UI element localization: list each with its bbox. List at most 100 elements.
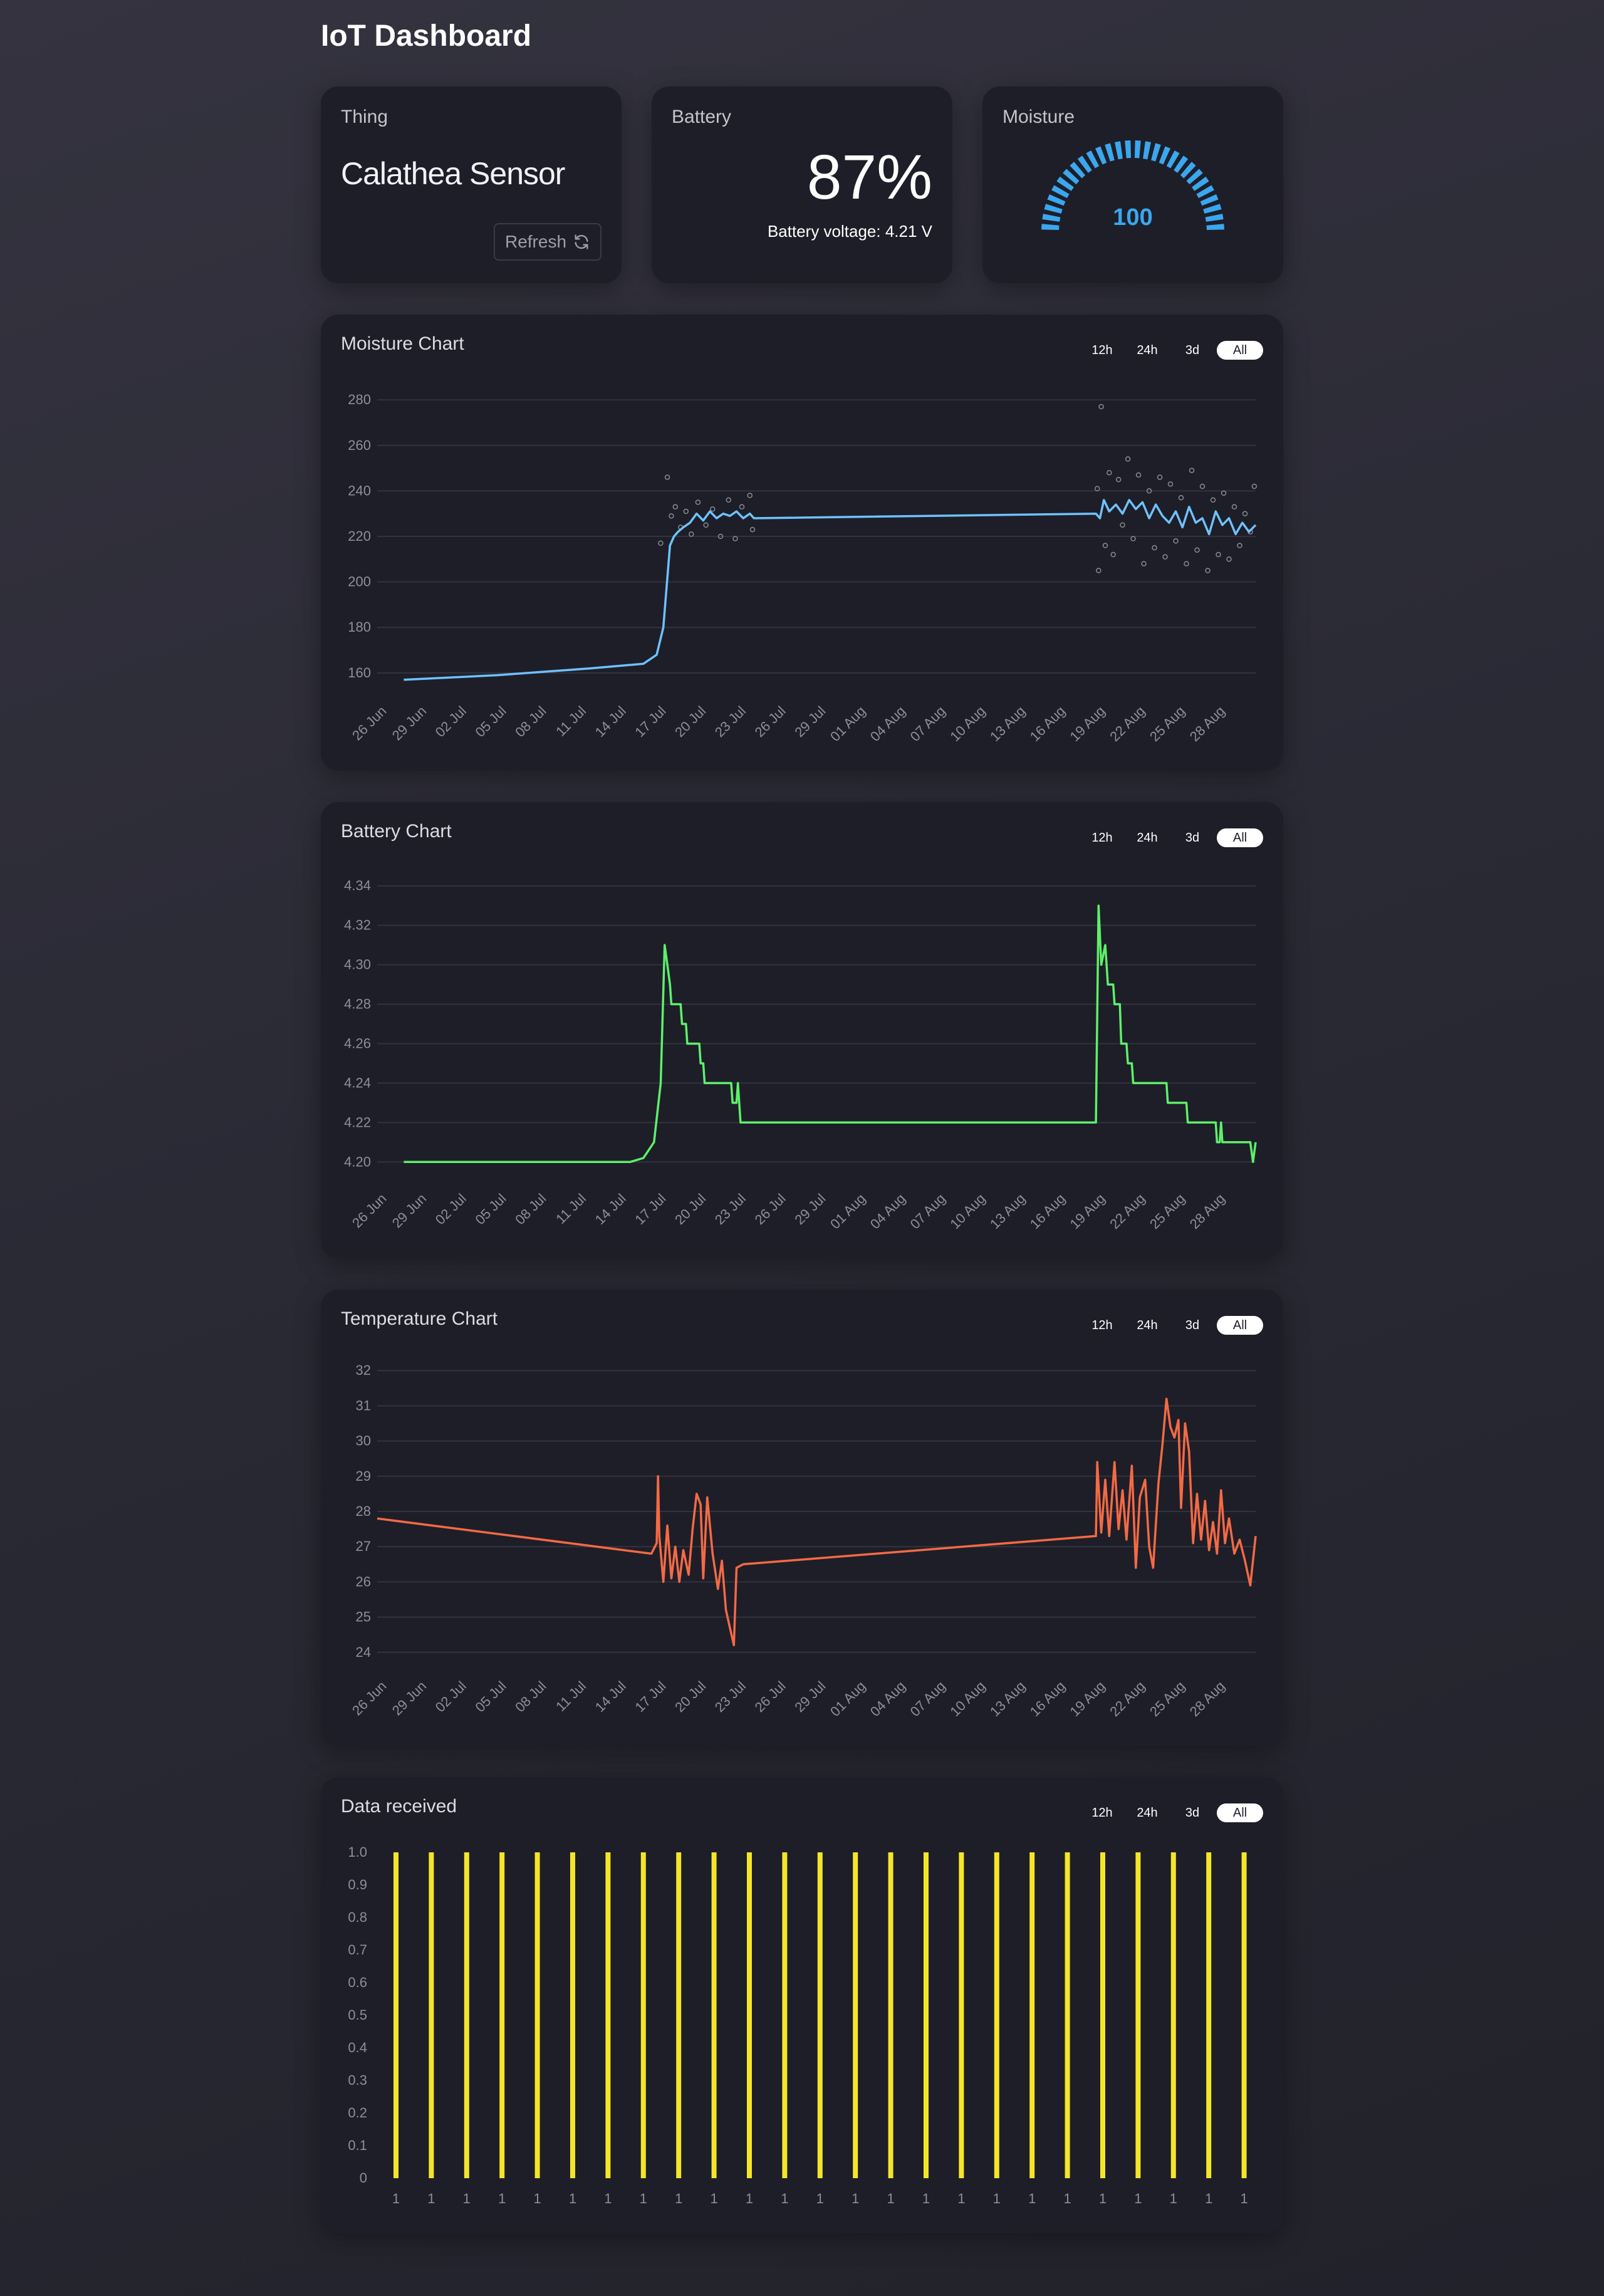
temperature-chart: 24 25 26 27 28 29 30 31 32 26 Jun 29 Jun 02 Jul 05 J… [349,1362,1257,1719]
scatter-point [1096,568,1101,573]
x-tick-label: 1 [710,2191,717,2206]
x-tick-label: 05 Jul [472,1678,509,1715]
range-button-12h[interactable]: 12h [1091,343,1113,357]
scatter-point [1178,495,1184,501]
range-button-24h[interactable]: 24h [1137,830,1158,845]
bar [747,1852,752,2178]
x-tick-label: 28 Aug [1187,1191,1228,1232]
x-tick-label: 1 [463,2191,471,2206]
y-tick-label: 4.26 [344,1035,371,1051]
scatter-point [1167,481,1174,487]
moisture-range-selector: 12h 24h 3d All [1081,341,1263,360]
range-button-all[interactable]: All [1217,341,1263,360]
refresh-button[interactable]: Refresh [494,223,602,261]
temperature-chart-card: Temperature Chart 12h 24h 3d All 24 25 26 27 28… [321,1290,1283,1746]
range-button-24h[interactable]: 24h [1137,1805,1158,1820]
bar [429,1852,434,2178]
scatter-point [717,533,724,540]
scatter-point [1094,486,1100,492]
thing-name: Calathea Sensor [341,156,565,191]
x-tick-label: 1 [498,2191,506,2206]
x-tick-label: 11 Jul [553,1678,589,1714]
x-tick-label: 23 Jul [712,703,749,740]
scatter-point [1221,490,1227,496]
range-button-all[interactable]: All [1217,828,1263,847]
scatter-point [1115,476,1122,483]
bar [924,1852,929,2178]
y-tick-label: 160 [348,665,371,681]
temperature-chart-title: Temperature Chart [341,1308,498,1329]
range-button-12h[interactable]: 12h [1091,1805,1113,1820]
x-tick-label: 26 Jun [349,1678,389,1718]
x-tick-label: 17 Jul [632,1678,669,1715]
gauge-segment [1115,141,1123,160]
moisture-card: Moisture 100 [982,86,1283,283]
range-button-all[interactable]: All [1217,1803,1263,1822]
scatter-point [710,506,716,512]
x-tick-label: 22 Aug [1107,1191,1148,1232]
range-button-3d[interactable]: 3d [1185,343,1200,357]
x-tick-label: 16 Aug [1027,1678,1068,1719]
gauge-segment [1205,214,1224,222]
y-tick-label: 0.5 [348,2007,367,2023]
bar [499,1852,505,2178]
x-tick-label: 13 Aug [987,703,1028,744]
range-button-24h[interactable]: 24h [1137,1318,1158,1332]
y-tick-label: 4.32 [344,917,371,933]
x-tick-label: 22 Aug [1107,703,1148,744]
x-tick-label: 07 Aug [907,1678,949,1719]
x-tick-label: 29 Jul [791,1678,828,1715]
range-button-12h[interactable]: 12h [1091,830,1113,845]
x-tick-label: 29 Jun [389,1678,429,1718]
bar [1100,1852,1105,2178]
scatter-point [739,504,745,510]
x-tick-label: 1 [1170,2191,1177,2206]
range-button-24h[interactable]: 24h [1137,343,1158,357]
series-line [404,499,1257,681]
range-button-3d[interactable]: 3d [1185,830,1200,845]
battery-chart-card: Battery Chart 12h 24h 3d All 4.20 4.22 4.24 4.… [321,802,1283,1258]
bar [464,1852,469,2178]
x-tick-label: 1 [533,2191,541,2206]
x-tick-label: 29 Jul [791,703,828,740]
x-tick-label: 14 Jul [592,703,629,740]
scatter-point [1157,474,1163,480]
range-button-all[interactable]: All [1217,1316,1263,1335]
scatter-point [1130,536,1136,541]
scatter-point [1125,456,1131,462]
x-tick-label: 04 Aug [867,1678,909,1719]
x-tick-label: 1 [851,2191,859,2206]
scatter-point [664,474,670,480]
scatter-point [1231,504,1237,510]
x-tick-label: 23 Jul [712,1191,749,1228]
y-tick-label: 0.7 [348,1942,367,1958]
x-tick-label: 25 Aug [1147,703,1188,744]
battery-card: Battery 87% Battery voltage: 4.21 V [652,86,952,283]
y-tick-label: 0.3 [348,2072,367,2088]
y-tick-label: 180 [348,619,371,635]
y-tick-label: 240 [348,483,371,498]
x-tick-label: 29 Jun [389,1191,429,1231]
scatter-point [1242,511,1248,516]
x-tick-label: 08 Jul [512,1678,549,1715]
x-tick-label: 28 Aug [1187,1678,1228,1719]
x-tick-label: 02 Jul [432,1191,469,1228]
gauge-segment [1041,224,1060,231]
range-button-12h[interactable]: 12h [1091,1318,1113,1332]
gauge-segment [1042,214,1061,222]
bar [393,1852,398,2178]
x-tick-label: 1 [1028,2191,1036,2206]
range-button-3d[interactable]: 3d [1185,1805,1200,1820]
battery-chart-title: Battery Chart [341,821,452,842]
data-received-chart-title: Data received [341,1796,457,1817]
x-tick-label: 1 [675,2191,682,2206]
x-tick-label: 1 [993,2191,1001,2206]
x-tick-label: 08 Jul [512,1191,549,1228]
scatter-point [732,536,738,541]
gauge-segment [1063,169,1080,185]
gauge-segment [1105,143,1115,162]
bar [1135,1852,1141,2178]
bar [1065,1852,1070,2178]
x-tick-label: 05 Jul [472,1191,509,1228]
range-button-3d[interactable]: 3d [1185,1318,1200,1332]
